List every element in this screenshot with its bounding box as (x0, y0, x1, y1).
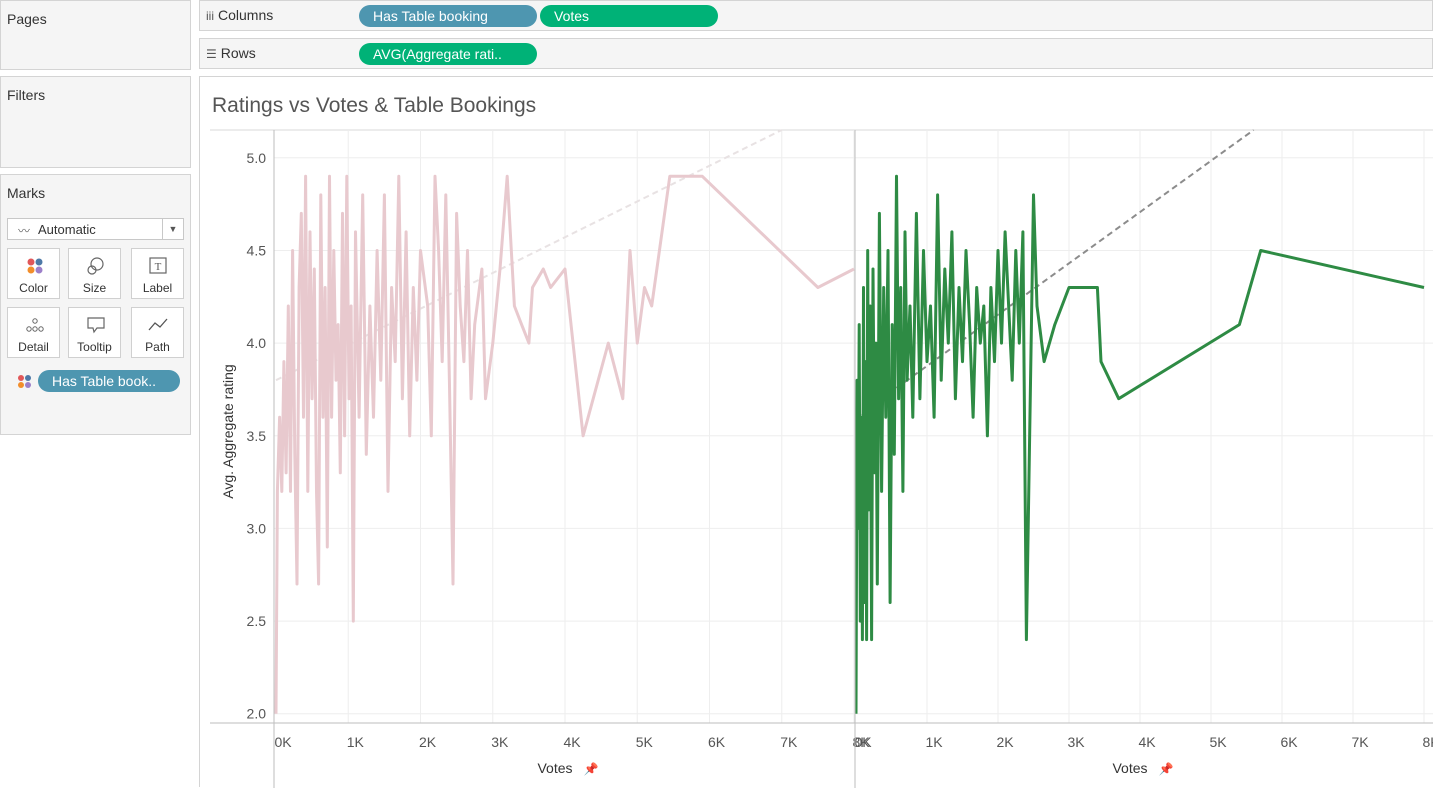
x-tick-label: 8K (852, 734, 870, 750)
x-tick-label: 5K (636, 734, 654, 750)
pin-icon: 📌 (584, 761, 599, 776)
path-icon (148, 318, 168, 331)
color-field-pill[interactable]: Has Table book.. (38, 370, 180, 392)
detail-icon (26, 318, 44, 332)
y-axis-title: Avg. Aggregate rating (220, 364, 236, 498)
tooltip-button[interactable]: Tooltip (68, 307, 121, 358)
rows-pill-avg-rating[interactable]: AVG(Aggregate rati.. (359, 43, 537, 65)
x-axis-title: Votes (537, 760, 572, 776)
chart[interactable]: 2.0 2.5 3.0 3.5 4.0 4.5 5.0 0K 1K 2K 3K 4K 5K 6K 7K 8K V… (200, 77, 1433, 788)
color-button-label: Color (19, 281, 48, 295)
rows-label-text: Rows (220, 45, 256, 61)
x-tick-label: 0K (854, 734, 872, 750)
x-tick-label: 6K (708, 734, 726, 750)
tooltip-icon (87, 317, 105, 334)
svg-text:T: T (155, 261, 162, 273)
x-tick-label: 2K (996, 734, 1014, 750)
label-button[interactable]: T Label (131, 248, 184, 299)
label-button-label: Label (142, 281, 173, 295)
x-tick-label: 0K (274, 734, 292, 750)
y-tick-label: 3.5 (247, 428, 267, 444)
x-tick-label: 1K (347, 734, 365, 750)
rows-label: ☰ Rows (206, 45, 256, 61)
mark-type-label: Automatic (38, 222, 96, 237)
columns-pill-votes[interactable]: Votes (540, 5, 718, 27)
series-line-pane-2 (854, 174, 1425, 714)
pages-title: Pages (7, 11, 47, 27)
x-axis-title: Votes (1112, 760, 1147, 776)
y-tick-label: 2.5 (247, 613, 267, 629)
x-tick-label: 3K (491, 734, 509, 750)
x-tick-label: 6K (1280, 734, 1298, 750)
chevron-down-icon[interactable]: ▼ (162, 219, 183, 239)
filters-shelf[interactable]: Filters (0, 76, 191, 168)
color-button[interactable]: Color (7, 248, 60, 299)
color-legend-icon (18, 375, 31, 388)
size-button[interactable]: Size (68, 248, 121, 299)
label-icon: T (149, 257, 167, 274)
line-mark-icon: 〰 (18, 224, 31, 238)
x-tick-label: 7K (1351, 734, 1369, 750)
detail-button[interactable]: Detail (7, 307, 60, 358)
trend-line (855, 129, 1255, 419)
columns-pill-table-booking[interactable]: Has Table booking (359, 5, 537, 27)
x-tick-label: 1K (925, 734, 943, 750)
view-title: Ratings vs Votes & Table Bookings (212, 94, 537, 117)
path-button-label: Path (145, 340, 170, 354)
x-tick-label: 5K (1209, 734, 1227, 750)
y-tick-label: 4.5 (247, 242, 267, 258)
detail-button-label: Detail (18, 340, 49, 354)
filters-title: Filters (7, 87, 46, 103)
x-tick-label: 2K (419, 734, 437, 750)
color-icon (27, 258, 43, 274)
y-tick-label: 2.0 (247, 706, 267, 722)
x-tick-label: 4K (563, 734, 581, 750)
x-tick-label: 3K (1067, 734, 1085, 750)
x-tick-label: 4K (1138, 734, 1156, 750)
pin-icon: 📌 (1159, 761, 1174, 776)
pages-shelf[interactable]: Pages (0, 0, 191, 70)
path-button[interactable]: Path (131, 307, 184, 358)
x-tick-label: 8K (1422, 734, 1433, 750)
series-line-pane-1 (274, 174, 855, 714)
mark-type-dropdown[interactable]: 〰 Automatic ▼ (7, 218, 184, 240)
marks-title: Marks (7, 185, 46, 201)
view-canvas: Ratings vs Votes & Table Bookings 2.0 2.5… (199, 76, 1433, 788)
rows-icon: ☰ (206, 47, 217, 61)
columns-icon: iii (206, 9, 214, 23)
y-tick-label: 5.0 (247, 150, 267, 166)
size-button-label: Size (82, 281, 107, 295)
x-tick-label: 7K (780, 734, 798, 750)
columns-label-text: Columns (218, 7, 274, 23)
tooltip-button-label: Tooltip (77, 340, 112, 354)
size-icon (87, 257, 104, 275)
columns-label: iii Columns (206, 7, 273, 23)
marks-card: Marks 〰 Automatic ▼ Color Size T Label D… (0, 174, 191, 435)
y-tick-label: 4.0 (247, 335, 267, 351)
y-tick-label: 3.0 (247, 520, 267, 536)
